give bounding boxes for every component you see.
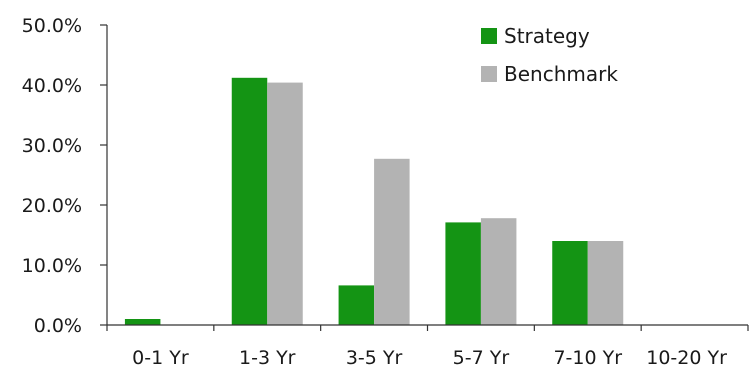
- bar-benchmark-3: [480, 218, 517, 325]
- legend-swatch-strategy: [481, 28, 497, 44]
- x-tick-label: 1-3 Yr: [239, 347, 296, 369]
- x-tick-label: 10-20 Yr: [646, 347, 727, 369]
- x-tick-label: 3-5 Yr: [346, 347, 403, 369]
- bar-benchmark-1: [267, 82, 303, 325]
- legend-swatch-benchmark: [481, 66, 497, 82]
- bar-strategy-3: [445, 222, 481, 325]
- y-tick-label: 50.0%: [22, 15, 82, 37]
- bar-strategy-4: [552, 241, 588, 325]
- legend-label-benchmark: Benchmark: [504, 62, 618, 86]
- bar-benchmark-2: [374, 158, 410, 325]
- y-tick-label: 40.0%: [22, 75, 82, 97]
- bar-benchmark-4: [587, 241, 624, 325]
- bar-strategy-1: [231, 77, 268, 325]
- bars: [124, 77, 624, 325]
- bar-strategy-2: [338, 285, 375, 325]
- x-tick-label: 5-7 Yr: [453, 347, 510, 369]
- x-tick-label: 0-1 Yr: [132, 347, 189, 369]
- bar-strategy-0: [124, 319, 161, 325]
- y-tick-label: 20.0%: [22, 195, 82, 217]
- y-tick-label: 0.0%: [34, 315, 82, 337]
- legend-label-strategy: Strategy: [504, 24, 590, 48]
- x-axis-labels: 0-1 Yr 1-3 Yr 3-5 Yr 5-7 Yr 7-10 Yr 10-20 Yr: [132, 347, 727, 369]
- axes: [100, 24, 749, 331]
- y-axis-labels: 0.0% 10.0% 20.0% 30.0% 40.0% 50.0%: [22, 15, 82, 337]
- legend: Strategy Benchmark: [481, 24, 618, 86]
- x-tick-label: 7-10 Yr: [553, 347, 622, 369]
- y-tick-label: 30.0%: [22, 135, 82, 157]
- y-tick-label: 10.0%: [22, 255, 82, 277]
